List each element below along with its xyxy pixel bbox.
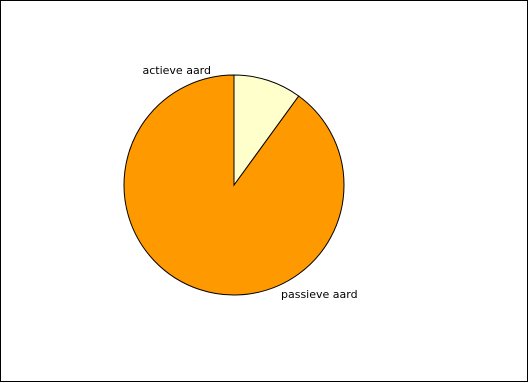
- pie-label-actieve-aard: actieve aard: [143, 64, 212, 77]
- pie-label-passieve-aard: passieve aard: [281, 288, 358, 301]
- pie-labels: passieve aard actieve aard: [143, 64, 358, 301]
- pie-slices: [123, 74, 345, 296]
- pie-slice-actieve-aard: [233, 74, 300, 187]
